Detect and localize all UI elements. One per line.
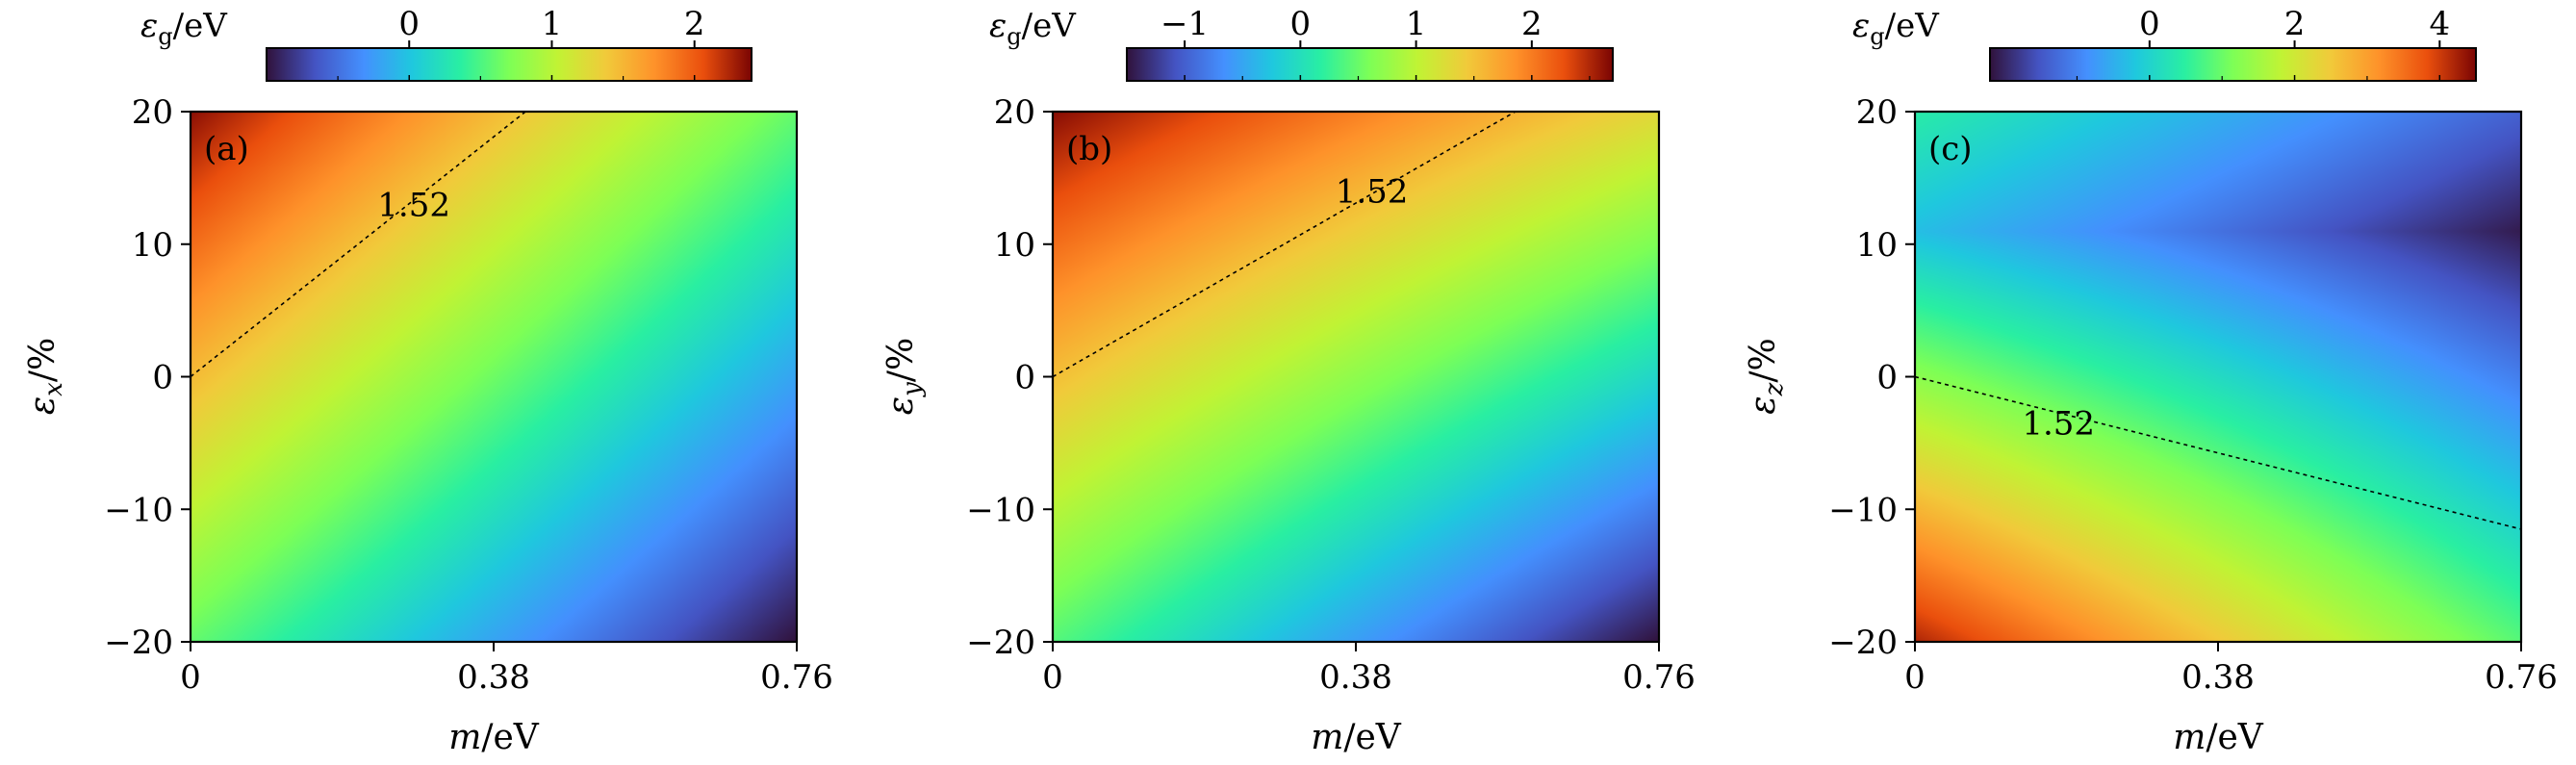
heatmap-image [1053, 112, 1659, 642]
y-axis-ticks: 20 10 0 −10 −20 [966, 93, 1053, 662]
contour-line [191, 112, 526, 378]
colorbar-tick-label: 1 [542, 5, 563, 43]
x-axis-label: m/eV [1311, 718, 1402, 757]
x-tick-label: 0.38 [2181, 658, 2255, 697]
x-axis-label: m/eV [2173, 718, 2264, 757]
y-tick-label: 0 [1014, 359, 1035, 397]
y-tick-label: 20 [132, 93, 173, 132]
contour-label: 1.52 [2022, 405, 2095, 444]
panel-label: (b) [1066, 130, 1112, 168]
panel-b: −1 0 1 2 εg/eV 1.52 (b) 0 0.38 0.76 20100−10−… [881, 5, 1696, 757]
contour-label: 1.52 [377, 186, 450, 224]
y-tick-label: −20 [966, 624, 1035, 662]
colorbar: −1 0 1 2 εg/eV [989, 5, 1614, 82]
colorbar-label: εg/eV [1852, 7, 1940, 50]
x-axis-ticks: 0 0.38 0.76 [180, 642, 833, 697]
y-axis-label: εz/% [1744, 338, 1789, 414]
colorbar-ticks: −1 0 1 2 [1160, 5, 1591, 81]
colorbar-tick-label: 0 [1290, 5, 1312, 43]
x-tick-label: 0.38 [1319, 658, 1392, 697]
y-axis-label: εy/% [881, 338, 927, 415]
y-tick-label: 10 [132, 226, 173, 265]
plot-area: 1.52 (b) 0 0.38 0.76 20 10 0 −10 −20 m/eV εy/% [881, 93, 1696, 757]
colorbar-label: εg/eV [989, 7, 1077, 50]
colorbar-tick-label: 2 [2284, 5, 2306, 43]
colorbar-tick-label: 2 [684, 5, 705, 43]
y-tick-label: 20 [1856, 93, 1898, 132]
x-axis-ticks: 0 0.38 0.76 [1904, 642, 2558, 697]
y-axis-ticks: 20 10 0 −10 −20 [1828, 93, 1915, 662]
colorbar-bar [1989, 47, 2477, 82]
x-tick-label: 0.76 [1622, 658, 1696, 697]
colorbar-ticks: 0 1 2 [337, 5, 705, 81]
colorbar-label: εg/eV [140, 7, 228, 50]
colorbar-tick-label: 0 [2139, 5, 2160, 43]
y-axis-ticks: 20 10 0 −10 −20 [104, 93, 191, 662]
panel-label: (a) [204, 130, 249, 168]
y-tick-label: −10 [104, 491, 173, 529]
colorbar: 0 2 4 εg/eV [1852, 5, 2477, 82]
panel-a: 0 1 2 εg/eV 1.52 (a) 0 0.38 0.76 20 10 0 −10 −20… [23, 5, 833, 757]
panel-label: (c) [1928, 130, 1973, 168]
colorbar-tick-label: −1 [1160, 5, 1209, 43]
y-tick-label: 0 [152, 359, 173, 397]
colorbar-tick-label: 4 [2429, 5, 2450, 43]
colorbar: 0 1 2 εg/eV [140, 5, 752, 82]
y-axis-label: εx/% [23, 338, 68, 415]
x-tick-label: 0.38 [457, 658, 530, 697]
panel-c: 0 2 4 εg/eV 1.52 (c) 0 0.38 0.76 20 10 0 −10 −20… [1744, 5, 2558, 757]
y-tick-label: 20 [994, 93, 1035, 132]
x-tick-label: 0 [1042, 658, 1063, 697]
heatmap-image [191, 112, 797, 642]
x-tick-label: 0.76 [760, 658, 833, 697]
y-tick-label: 10 [994, 226, 1035, 265]
heatmap-image [1915, 112, 2521, 642]
plot-area: 1.52 (a) 0 0.38 0.76 20 10 0 −10 −20 m/eV εx/% [23, 93, 833, 757]
colorbar-bar [1126, 47, 1614, 82]
x-axis-ticks: 0 0.38 0.76 [1042, 642, 1696, 697]
y-tick-label: −20 [104, 624, 173, 662]
contour-label: 1.52 [1336, 173, 1409, 212]
colorbar-ticks: 0 2 4 [2076, 5, 2450, 81]
x-tick-label: 0 [1904, 658, 1926, 697]
colorbar-tick-label: 1 [1406, 5, 1427, 43]
plot-area: 1.52 (c) 0 0.38 0.76 20 10 0 −10 −20 m/eV εz/% [1744, 93, 2558, 757]
colorbar-bar [266, 47, 752, 82]
colorbar-tick-label: 2 [1521, 5, 1543, 43]
y-tick-label: 0 [1876, 359, 1898, 397]
x-tick-label: 0 [180, 658, 201, 697]
y-tick-label: −20 [1828, 624, 1898, 662]
colorbar-tick-label: 0 [398, 5, 420, 43]
y-tick-label: 10 [1856, 226, 1898, 265]
y-tick-label: −10 [966, 491, 1035, 529]
y-tick-label: −10 [1828, 491, 1898, 529]
x-axis-label: m/eV [448, 718, 540, 757]
x-tick-label: 0.76 [2485, 658, 2558, 697]
